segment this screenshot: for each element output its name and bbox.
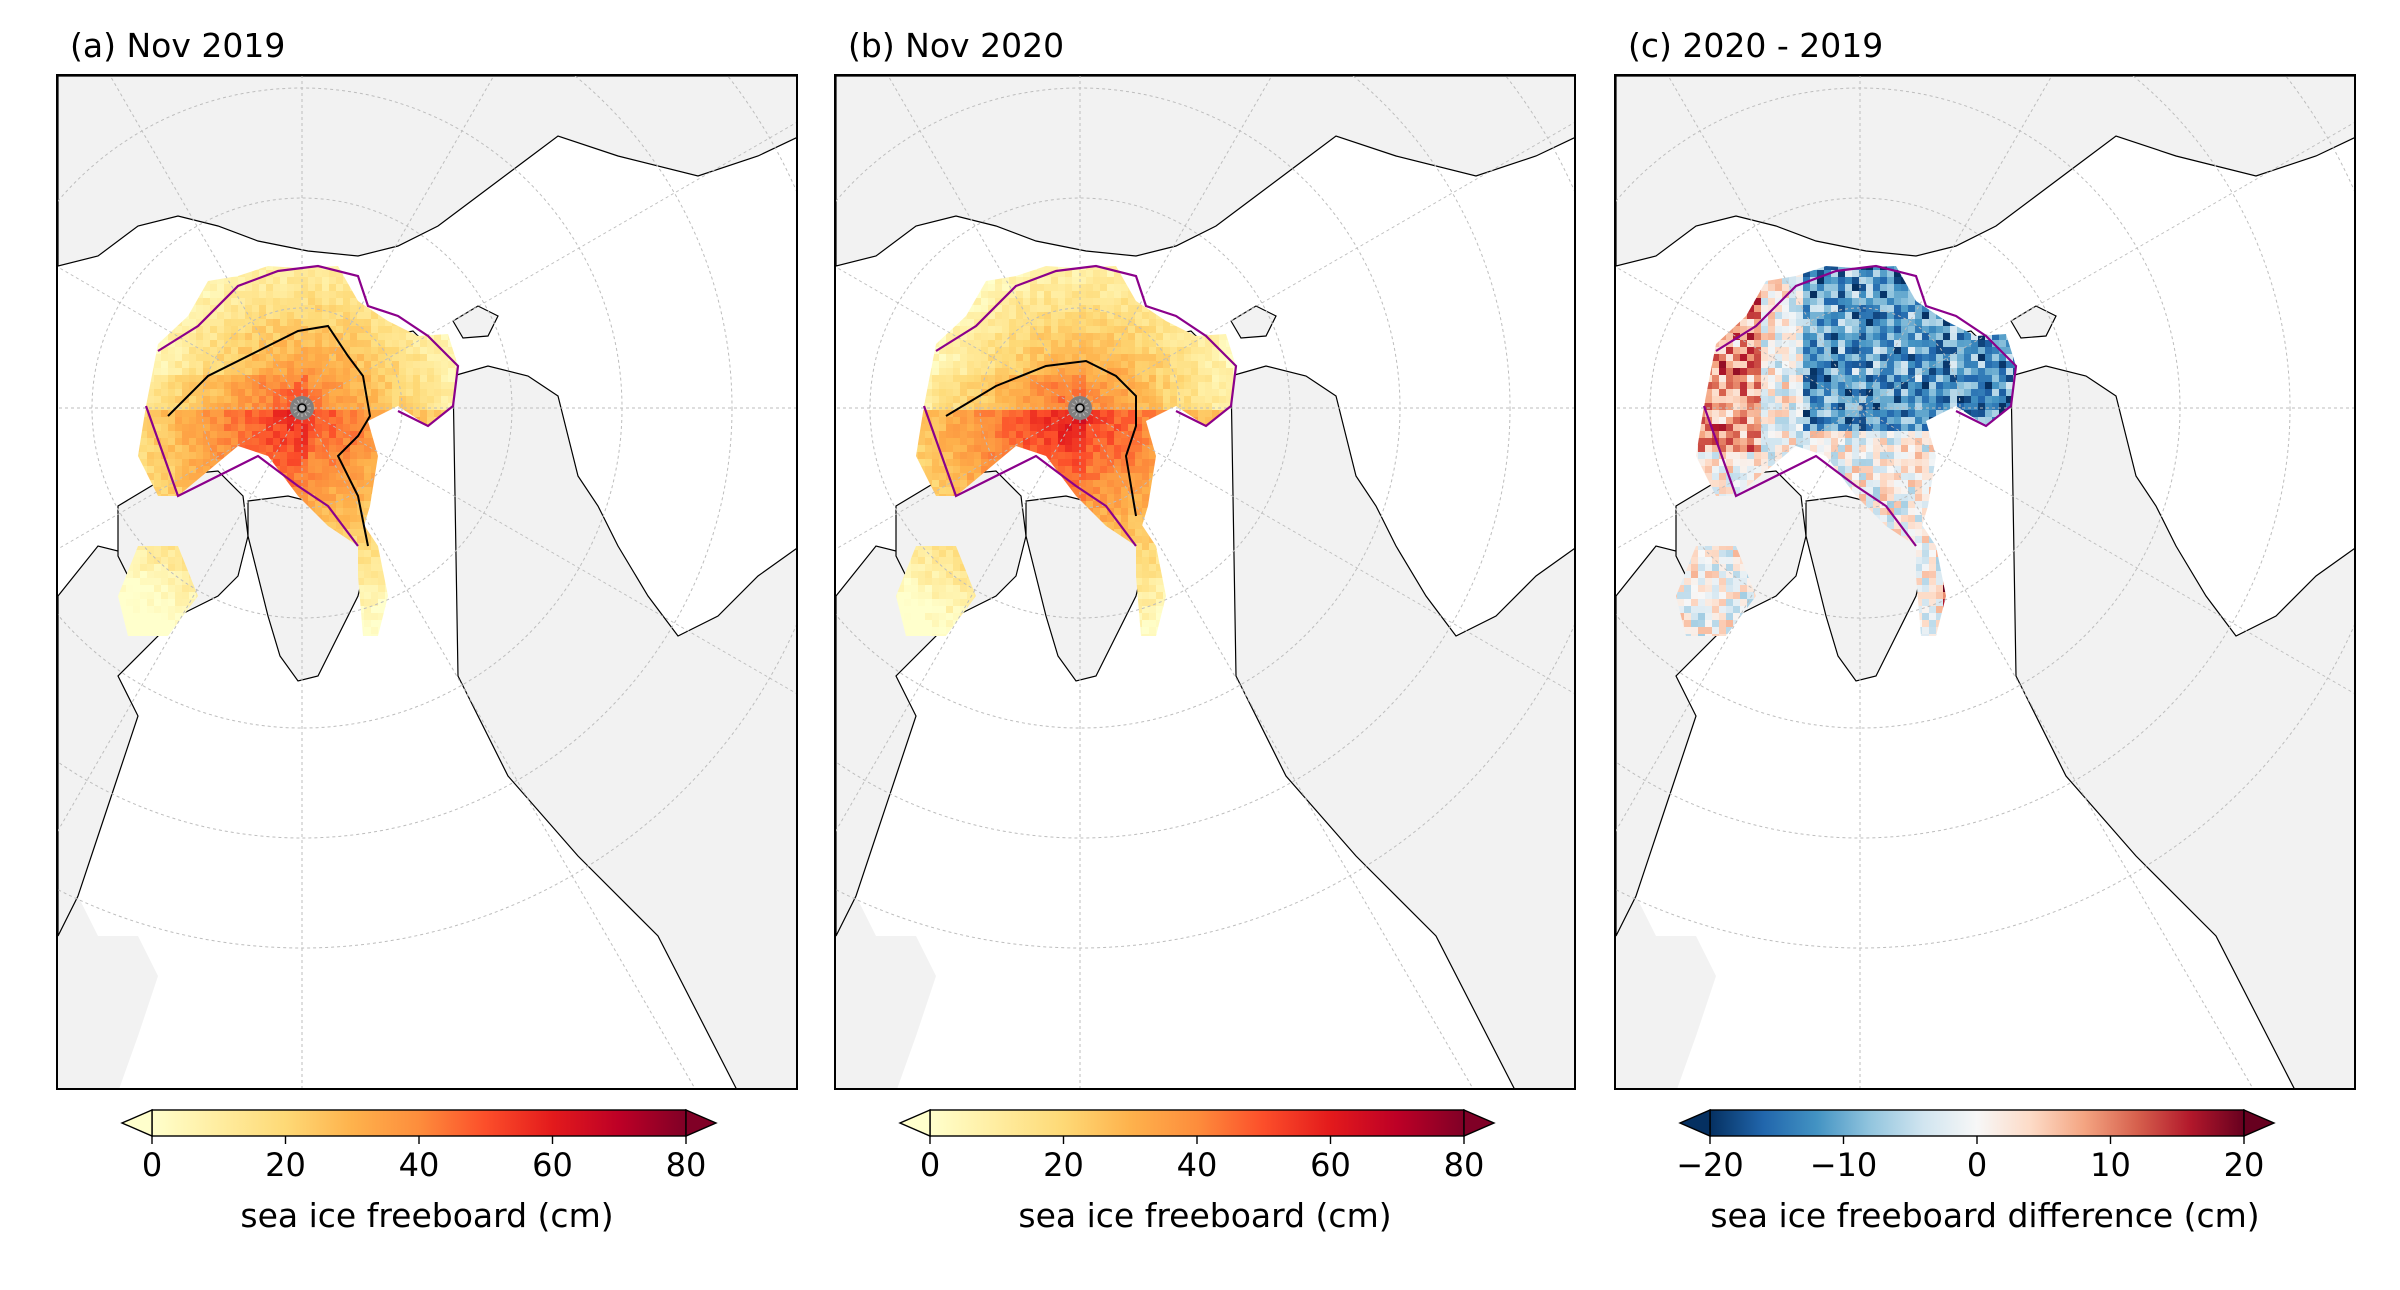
map-layer (58, 76, 796, 1088)
colorbar-gradient (151, 1109, 687, 1137)
colorbar-tick-label: −20 (1676, 1146, 1744, 1184)
panel-c: (c) 2020 - 2019 −20 −10 0 10 20 sea ice free… (1614, 0, 2374, 1290)
colorbar-extend-min (898, 1108, 931, 1138)
ice-edge-contour (144, 405, 359, 547)
panel-a: (a) Nov 2019 0 20 40 60 80 sea ice freeboard… (56, 0, 816, 1290)
colorbar-tick-label: 0 (920, 1146, 940, 1184)
colorbar-tick-label: 40 (1177, 1146, 1218, 1184)
north-pole-marker (1075, 403, 1085, 413)
colorbar-tick-label: 10 (2090, 1146, 2131, 1184)
polar-map (56, 74, 798, 1090)
colorbar-tick-label: 20 (265, 1146, 306, 1184)
colorbar-tick-label: −10 (1810, 1146, 1878, 1184)
ice-edge-contour (935, 264, 1238, 428)
colorbar-tick-label: 80 (1444, 1146, 1485, 1184)
colorbar-extend-min (120, 1108, 153, 1138)
colorbar-extend-max (2243, 1108, 2276, 1138)
graticule (836, 76, 1574, 1088)
colorbar-gradient (1709, 1109, 2245, 1137)
colorbar-tick-label: 80 (666, 1146, 707, 1184)
europe-landmass (452, 365, 796, 1088)
colorbar-tick-label: 0 (142, 1146, 162, 1184)
europe-landmass (1230, 365, 1574, 1088)
polar-map (834, 74, 1576, 1090)
ice-edge-contour (157, 264, 460, 428)
colorbar: 0 20 40 60 80 sea ice freeboard (cm) (834, 1100, 1576, 1290)
eurasia-landmass (1616, 76, 2354, 267)
eurasia-landmass (58, 76, 796, 267)
map-layer (1616, 76, 2354, 1088)
colorbar-label: sea ice freeboard difference (cm) (1710, 1196, 2260, 1235)
colorbar-label: sea ice freeboard (cm) (240, 1196, 614, 1235)
colorbar-tick-label: 20 (1043, 1146, 1084, 1184)
colorbar-label: sea ice freeboard (cm) (1018, 1196, 1392, 1235)
europe-landmass (2010, 365, 2354, 1088)
north-pole-marker (297, 403, 307, 413)
ice-edge-contour (1715, 264, 2018, 428)
colorbar-extend-max (685, 1108, 718, 1138)
graticule (58, 76, 796, 1088)
colorbar-tick-label: 60 (532, 1146, 573, 1184)
panel-b: (b) Nov 2020 0 20 40 60 80 sea ice freeboard… (834, 0, 1594, 1290)
polar-map (1614, 74, 2356, 1090)
colorbar-extend-min (1678, 1108, 1711, 1138)
colorbar: −20 −10 0 10 20 sea ice freeboard difference… (1614, 1100, 2356, 1290)
colorbar-tick-label: 20 (2224, 1146, 2265, 1184)
ice-edge-contour (922, 405, 1137, 547)
panel-title: (c) 2020 - 2019 (1628, 26, 1884, 65)
thickness-contour (167, 324, 372, 547)
colorbar-tick-label: 0 (1967, 1146, 1987, 1184)
map-layer (836, 76, 1574, 1088)
colorbar-tick-label: 40 (399, 1146, 440, 1184)
colorbar-extend-max (1463, 1108, 1496, 1138)
panel-title: (b) Nov 2020 (848, 26, 1065, 65)
colorbar-gradient (929, 1109, 1465, 1137)
colorbar-tick-label: 60 (1310, 1146, 1351, 1184)
panel-title: (a) Nov 2019 (70, 26, 286, 65)
eurasia-landmass (836, 76, 1574, 267)
thickness-contour (945, 359, 1137, 517)
ice-edge-contour (1702, 405, 1917, 547)
colorbar: 0 20 40 60 80 sea ice freeboard (cm) (56, 1100, 798, 1290)
